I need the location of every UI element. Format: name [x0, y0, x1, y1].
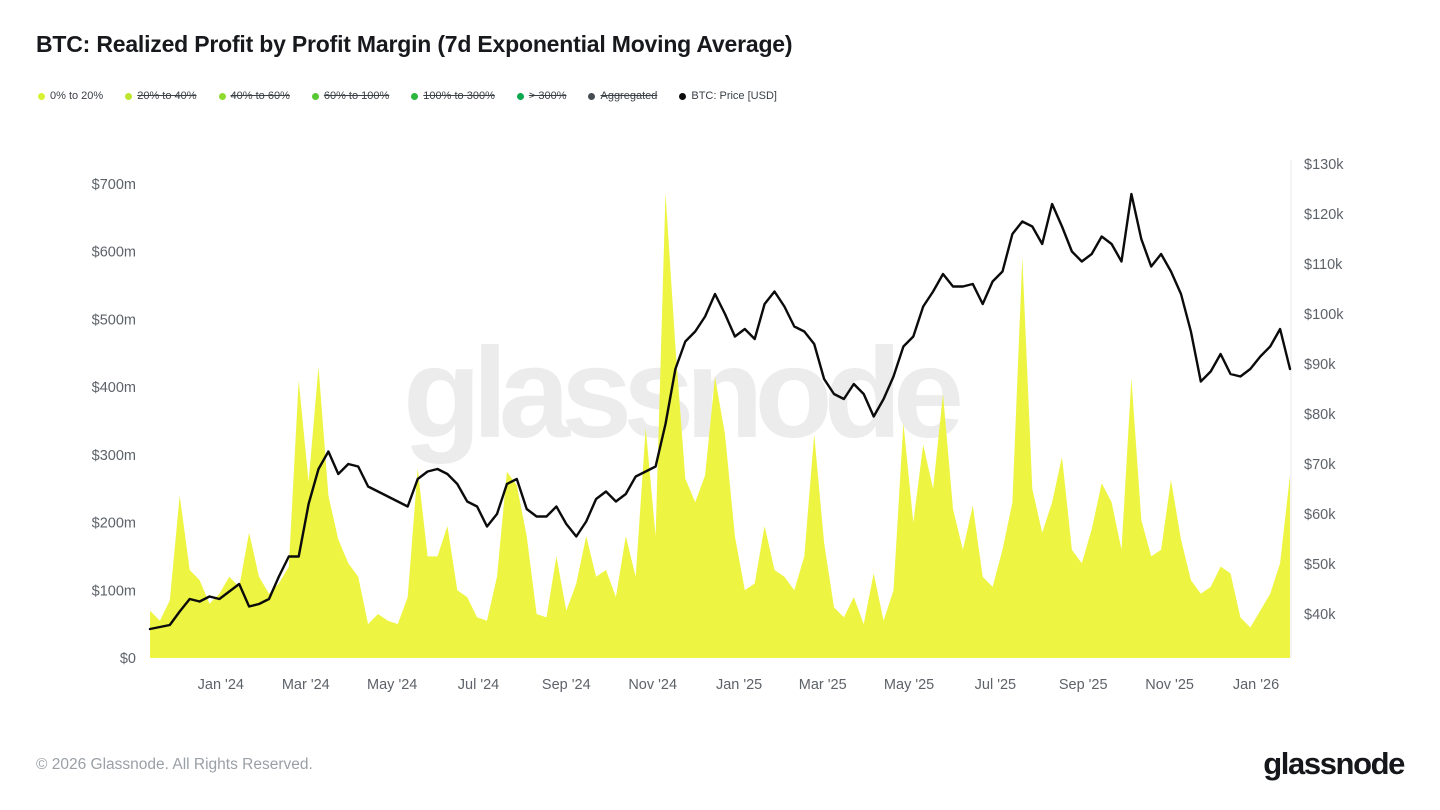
- x-axis-tick-label: Jan '24: [198, 677, 244, 693]
- left-axis-tick-label: $0: [120, 651, 136, 667]
- x-axis-tick-label: Sep '24: [542, 677, 591, 693]
- legend-label: BTC: Price [USD]: [691, 90, 777, 102]
- x-axis-tick-label: Nov '24: [628, 677, 677, 693]
- copyright-text: © 2026 Glassnode. All Rights Reserved.: [36, 756, 313, 773]
- x-axis-tick-label: Jul '25: [975, 677, 1016, 693]
- right-axis-tick-label: $80k: [1304, 407, 1336, 423]
- right-axis-tick-label: $120k: [1304, 207, 1344, 223]
- left-axis-tick-label: $200m: [92, 516, 136, 532]
- legend-item[interactable]: BTC: Price [USD]: [679, 90, 777, 102]
- legend-item[interactable]: 0% to 20%: [38, 90, 103, 102]
- x-axis-tick-label: Jan '26: [1233, 677, 1279, 693]
- left-axis-tick-label: $700m: [92, 177, 136, 193]
- legend-label: Aggregated: [600, 90, 658, 102]
- legend-label: 40% to 60%: [230, 90, 290, 102]
- right-axis-tick-label: $60k: [1304, 507, 1336, 523]
- legend-swatch-icon: [218, 92, 226, 100]
- right-axis-tick-label: $100k: [1304, 307, 1344, 323]
- x-axis-tick-label: May '25: [884, 677, 934, 693]
- legend-label: 60% to 100%: [323, 90, 390, 102]
- x-axis-tick-label: Jan '25: [716, 677, 762, 693]
- right-axis-tick-label: $90k: [1304, 357, 1336, 373]
- legend-item[interactable]: 20% to 40%: [125, 90, 197, 102]
- x-axis-tick-label: Sep '25: [1059, 677, 1108, 693]
- legend-item[interactable]: 60% to 100%: [311, 90, 390, 102]
- x-axis-tick-label: Nov '25: [1145, 677, 1194, 693]
- legend-label: 20% to 40%: [137, 90, 197, 102]
- profit-area-series[interactable]: [150, 192, 1290, 659]
- page-title: BTC: Realized Profit by Profit Margin (7…: [36, 31, 793, 57]
- legend-item[interactable]: 40% to 60%: [218, 90, 290, 102]
- right-axis-tick-label: $40k: [1304, 607, 1336, 623]
- left-axis-tick-label: $300m: [92, 448, 136, 464]
- legend-swatch-icon: [516, 92, 524, 100]
- right-axis-tick-label: $50k: [1304, 557, 1336, 573]
- legend-label: > 300%: [528, 90, 567, 102]
- right-axis-tick-label: $70k: [1304, 457, 1336, 473]
- left-axis-tick-label: $400m: [92, 380, 136, 396]
- x-axis-tick-label: Jul '24: [458, 677, 499, 693]
- glassnode-watermark: glassnode: [403, 322, 964, 465]
- left-axis-tick-label: $600m: [92, 245, 136, 261]
- legend-swatch-icon: [588, 92, 596, 100]
- legend-swatch-icon: [679, 92, 687, 100]
- x-axis-tick-label: Mar '24: [282, 677, 330, 693]
- legend-swatch-icon: [38, 92, 45, 100]
- x-axis-tick-label: May '24: [367, 677, 417, 693]
- legend-swatch-icon: [311, 92, 319, 100]
- legend-label: 100% to 300%: [423, 90, 495, 102]
- legend-item[interactable]: 100% to 300%: [411, 90, 495, 102]
- legend-swatch-icon: [411, 92, 419, 100]
- legend-label: 0% to 20%: [50, 90, 104, 102]
- chart-legend: 0% to 20% 20% to 40% 40% to 60% 60% to 100%…: [38, 90, 777, 102]
- legend-swatch-icon: [125, 92, 133, 100]
- legend-item[interactable]: > 300%: [516, 90, 567, 102]
- left-axis-tick-label: $100m: [92, 583, 136, 599]
- right-axis-tick-label: $110k: [1304, 257, 1343, 273]
- x-axis-tick-label: Mar '25: [799, 677, 847, 693]
- left-axis-tick-label: $500m: [92, 312, 136, 328]
- right-axis-tick-label: $130k: [1304, 157, 1344, 173]
- glassnode-logo[interactable]: glassnode: [1263, 746, 1405, 781]
- btc-price-line[interactable]: [148, 192, 1292, 631]
- legend-item[interactable]: Aggregated: [588, 90, 657, 102]
